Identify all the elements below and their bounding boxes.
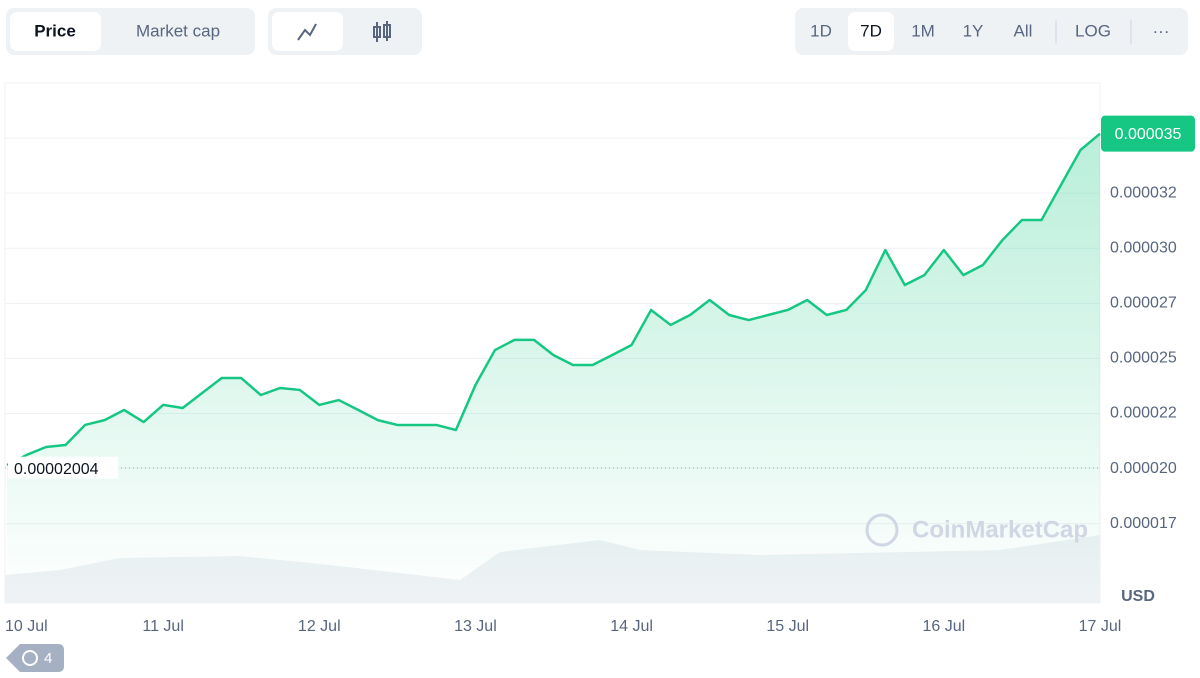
y-tick-label: 0.000027 xyxy=(1110,295,1177,312)
y-axis-unit: USD xyxy=(1121,588,1155,605)
line-icon xyxy=(297,23,317,41)
x-tick-label: 11 Jul xyxy=(142,618,184,635)
x-tick-label: 14 Jul xyxy=(610,618,653,635)
range-active-bg xyxy=(848,12,894,51)
tab-active-bg xyxy=(10,12,101,51)
range-button[interactable]: 1M xyxy=(911,21,935,40)
range-button[interactable]: LOG xyxy=(1075,21,1111,40)
range-button[interactable]: ··· xyxy=(1153,21,1170,40)
history-count: 4 xyxy=(44,650,52,667)
y-tick-label: 0.000032 xyxy=(1110,184,1177,201)
reference-label: 0.00002004 xyxy=(14,461,99,478)
range-button[interactable]: 1Y xyxy=(963,21,984,40)
x-tick-label: 15 Jul xyxy=(766,618,809,635)
watermark-logo xyxy=(865,513,899,547)
reference-label-bg xyxy=(8,456,118,479)
x-tick-label: 12 Jul xyxy=(298,618,341,635)
range-button[interactable]: 7D xyxy=(860,21,882,40)
history-badge[interactable] xyxy=(6,644,64,672)
y-tick-label: 0.000022 xyxy=(1110,405,1177,422)
tab[interactable]: Market cap xyxy=(136,21,220,40)
range-button[interactable]: All xyxy=(1014,21,1033,40)
y-tick-label: 0.000025 xyxy=(1110,350,1177,367)
x-tick-label: 16 Jul xyxy=(923,618,966,635)
price-line xyxy=(6,132,1101,467)
current-price-pill xyxy=(1101,115,1195,152)
y-tick-label: 0.000020 xyxy=(1110,460,1177,477)
y-tick-label: 0.000030 xyxy=(1110,239,1177,256)
tab[interactable]: Price xyxy=(34,21,76,40)
current-price-label: 0.000035 xyxy=(1115,126,1182,143)
range-button[interactable]: 1D xyxy=(810,21,832,40)
y-tick-label: 0.000017 xyxy=(1110,515,1177,532)
price-area xyxy=(7,133,1100,603)
candle-icon[interactable] xyxy=(373,21,391,42)
x-tick-label: 17 Jul xyxy=(1079,618,1122,635)
x-tick-label: 10 Jul xyxy=(5,618,48,635)
history-icon xyxy=(22,650,38,666)
watermark: CoinMarketCap xyxy=(912,516,1088,543)
x-tick-label: 13 Jul xyxy=(454,618,497,635)
